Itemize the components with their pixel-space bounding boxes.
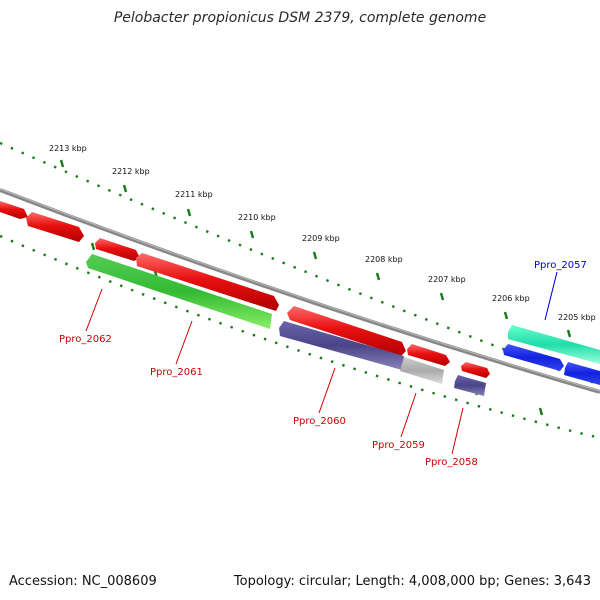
label-leader-lines [85,271,558,455]
gene-arrow[interactable] [26,212,84,242]
map-title: Pelobacter propionicus DSM 2379, complet… [113,10,487,26]
gene-label[interactable]: Ppro_2061 [150,367,203,378]
reverse-strand-features [86,254,600,396]
gene-arrow[interactable] [279,321,404,370]
scale-ticks-outer [59,159,572,338]
gene-arrow[interactable] [503,344,564,371]
gene-label[interactable]: Ppro_2060 [293,416,346,427]
leader-line [544,271,558,321]
tick-label: 2205 kbp [558,313,596,322]
gene-arrow[interactable] [407,344,450,366]
tick-label: 2207 kbp [428,275,466,284]
genome-backbone-highlight [0,188,600,392]
tick-label: 2212 kbp [112,167,150,176]
tick-label: 2213 kbp [49,144,87,153]
accession-text: Accession: NC_008609 [9,574,157,589]
gene-label[interactable]: Ppro_2058 [425,457,478,468]
leader-line [451,407,464,455]
leader-line [318,367,336,414]
scale-tick-labels: 2213 kbp 2212 kbp 2211 kbp 2210 kbp 2209… [49,144,596,322]
gene-arrow[interactable] [508,325,600,364]
leader-line [175,320,193,365]
gene-arrow[interactable] [454,375,486,396]
tick-label: 2208 kbp [365,255,403,264]
tick-label: 2211 kbp [175,190,213,199]
gene-label[interactable]: Ppro_2062 [59,334,112,345]
gene-arrow[interactable] [136,253,279,311]
leader-line [85,288,103,332]
tick-label: 2206 kbp [492,294,530,303]
gene-arrow[interactable] [86,254,272,329]
gene-arrow[interactable] [400,357,444,384]
gene-arrow[interactable] [287,306,406,356]
gene-labels: Ppro_2062 Ppro_2061 Ppro_2060 Ppro_2059 … [59,260,587,468]
genome-summary-text: Topology: circular; Length: 4,008,000 bp… [233,574,591,589]
gene-arrow[interactable] [0,201,28,219]
gene-arrow[interactable] [95,238,140,261]
leader-line [400,392,417,438]
genome-backbone [0,188,600,394]
gene-label[interactable]: Ppro_2059 [372,440,425,451]
tick-label: 2209 kbp [302,234,340,243]
gene-label[interactable]: Ppro_2057 [534,260,587,271]
gene-arrow[interactable] [564,362,600,385]
gene-arrow[interactable] [461,362,490,378]
forward-strand-features [0,201,600,378]
tick-label: 2210 kbp [238,213,276,222]
